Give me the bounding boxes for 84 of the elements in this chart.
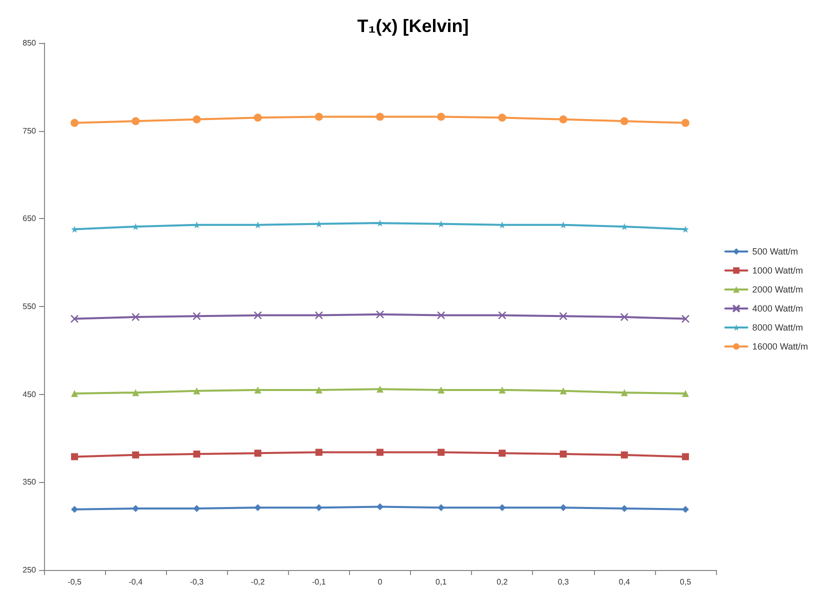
point [498,386,506,394]
x-tick-label: 0,2 [496,578,508,586]
legend-label: 2000 Watt/m [752,284,803,294]
point [620,505,628,512]
point [132,451,140,458]
point [193,450,200,458]
legend-label: 8000 Watt/m [752,322,803,332]
point [437,112,446,121]
point [681,314,690,323]
x-tick-label: -0,3 [190,578,204,586]
y-tick-label: 550 [22,302,37,311]
point [192,312,201,320]
point [620,223,628,230]
point [254,450,262,457]
point [314,112,323,121]
point [70,118,79,127]
point [620,312,629,322]
legend-label: 1000 Watt/m [752,266,803,276]
point [376,310,384,319]
point [682,453,689,460]
point [131,312,140,322]
point [560,387,567,394]
point [315,386,322,394]
point [560,450,567,458]
point [376,448,384,456]
y-tick-label: 750 [22,126,37,136]
point [682,506,689,513]
point [681,118,690,127]
point [682,226,689,233]
legend-label: 16000 Watt/m [752,342,808,352]
point [254,504,262,512]
point [438,386,445,394]
chart-title: T₁(x) [Kelvin] [357,16,469,36]
point [254,114,262,122]
point [71,390,78,397]
point [254,311,262,320]
y-tick-label: 450 [22,390,37,399]
legend-label: 500 Watt/m [752,246,798,256]
x-tick-label: -0,4 [128,578,144,586]
point [376,112,384,121]
point [559,115,568,124]
x-tick-label: -0,5 [68,578,82,586]
y-tick-label: 850 [22,38,37,48]
x-tick-label: -0,2 [250,578,266,586]
point [498,504,506,512]
point [71,226,78,233]
point [314,311,324,320]
point [438,504,445,512]
point [620,451,628,458]
point [192,115,201,124]
point [376,220,384,227]
point [132,389,140,396]
point [498,114,506,122]
point [193,387,200,394]
x-tick-label: 0,1 [436,578,448,586]
point [682,390,689,397]
point [620,389,628,396]
point [559,312,568,320]
point [620,117,628,126]
x-tick-label: 0,5 [680,578,692,586]
point [315,504,322,512]
point [132,223,140,230]
point [560,504,567,512]
point [376,386,384,393]
point [71,453,78,460]
legend-label: 4000 Watt/m [752,304,803,314]
point [132,117,140,126]
point [436,311,446,320]
x-tick-label: 0 [378,578,383,586]
point [315,448,322,456]
x-tick-label: 0,4 [618,578,630,586]
point [71,506,78,513]
point [438,448,445,456]
x-tick-label: -0,1 [312,578,326,586]
point [254,386,262,394]
x-tick-label: 0,3 [558,578,570,586]
y-tick-label: 650 [22,214,37,224]
point [70,314,79,323]
y-tick-label: 250 [22,566,37,574]
y-tick-label: 350 [22,478,37,487]
point [498,450,506,457]
point [193,505,200,512]
point [498,311,506,320]
point [376,503,384,510]
